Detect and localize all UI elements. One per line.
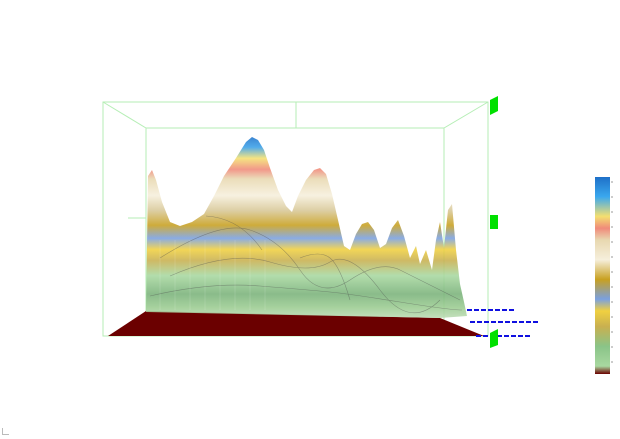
surface-texture: [159, 240, 266, 310]
surface-mesh: [146, 137, 467, 318]
depth-markers: [467, 309, 540, 337]
surface-floor: [108, 311, 484, 336]
axis-handle-top[interactable]: [490, 96, 498, 115]
axis-handle-middle[interactable]: [490, 215, 498, 229]
axis-handle-bottom[interactable]: [490, 329, 498, 348]
resize-grip-icon[interactable]: [2, 428, 9, 435]
color-scale-bar: [595, 177, 613, 374]
surface-mesh-lines: [149, 215, 463, 314]
color-scale-ticks: [611, 181, 613, 363]
